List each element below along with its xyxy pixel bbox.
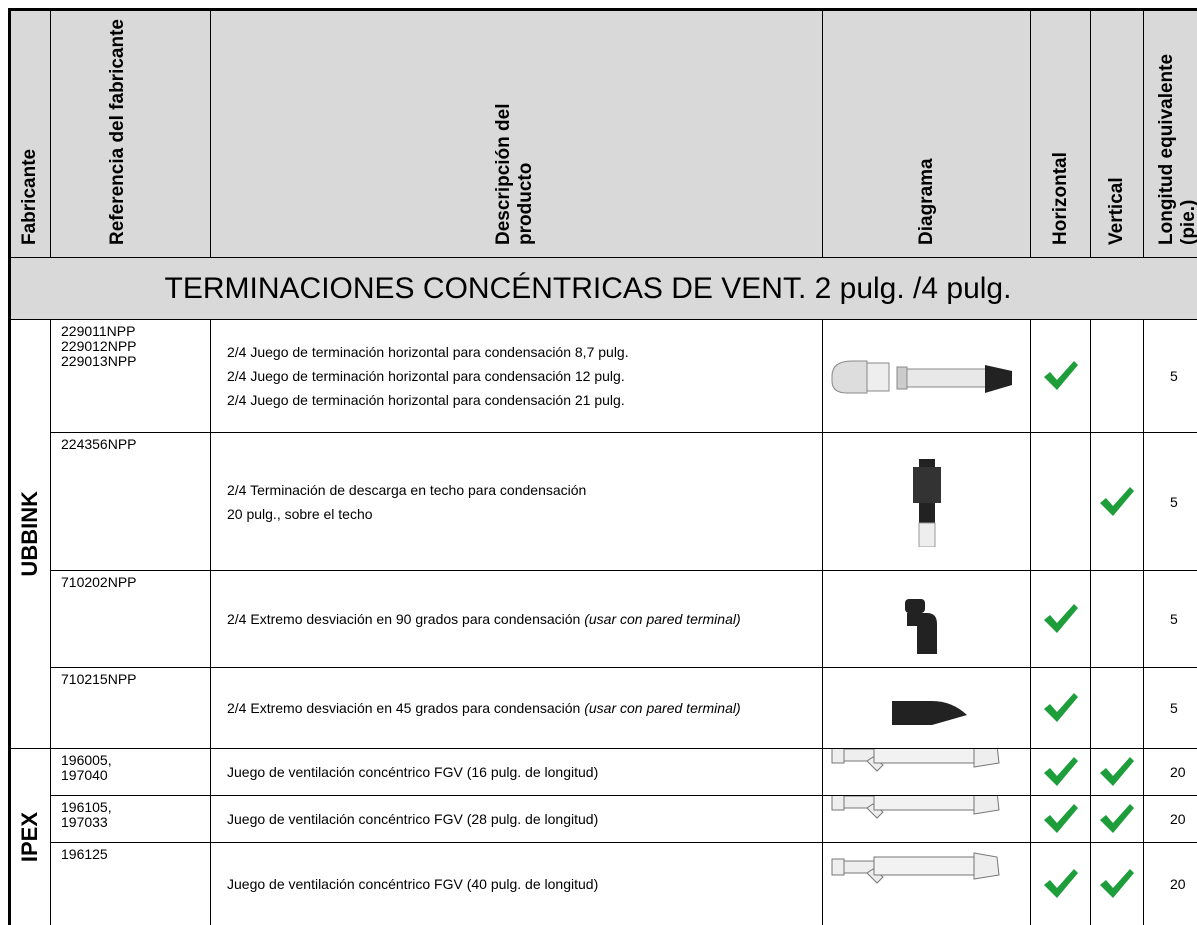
description-note: (usar con pared terminal) — [584, 611, 741, 627]
header-cell: Referencia del fabricante — [50, 8, 211, 258]
diagram-image — [831, 749, 1000, 772]
description: 2/4 Terminación de descarga en techo par… — [227, 478, 806, 526]
length: 5 — [1170, 700, 1178, 716]
checkmark — [1043, 361, 1078, 390]
diagram-image — [912, 458, 941, 547]
diagram-image — [831, 360, 1012, 394]
reference: 229011NPP — [61, 323, 136, 339]
description-line: Juego de ventilación concéntrico FGV (40… — [227, 876, 599, 892]
description-line: 2/4 Extremo desviación en 90 grados para… — [227, 611, 741, 627]
description: Juego de ventilación concéntrico FGV (16… — [227, 760, 806, 784]
reference: 196125 — [61, 846, 108, 862]
reference: 229013NPP — [61, 353, 137, 369]
checkmark — [1043, 869, 1078, 898]
reference: 710202NPP — [61, 574, 137, 590]
description-line: 2/4 Juego de terminación horizontal para… — [227, 344, 629, 360]
description: 2/4 Juego de terminación horizontal para… — [227, 340, 806, 412]
description-line: 2/4 Terminación de descarga en techo par… — [227, 481, 587, 498]
checkmark — [1043, 804, 1078, 833]
reference: 197040 — [61, 767, 108, 783]
checkmark — [1100, 804, 1134, 833]
section-row: TERMINACIONES CONCÉNTRICAS DE VENT. 2 pu… — [8, 257, 1197, 320]
description-line: 2/4 Extremo desviación en 45 grados para… — [227, 700, 741, 716]
reference: 224356NPP — [61, 436, 137, 452]
diagram-image — [891, 701, 967, 725]
header-cell: Diagrama — [822, 8, 1031, 258]
checkmark — [1043, 693, 1078, 722]
reference: 196105, — [61, 799, 112, 815]
checkmark — [1043, 604, 1078, 633]
header-cell: Longitud equivalente (pie.) — [1143, 8, 1197, 258]
length: 20 — [1170, 811, 1186, 827]
section-title: TERMINACIONES CONCÉNTRICAS DE VENT. 2 pu… — [164, 271, 1012, 305]
description: Juego de ventilación concéntrico FGV (40… — [227, 872, 806, 896]
diagram-image — [831, 796, 1000, 819]
diagram-image — [904, 599, 937, 654]
reference: 197033 — [61, 814, 108, 830]
diagram-cell — [822, 319, 1031, 433]
length: 5 — [1170, 368, 1178, 384]
description: 2/4 Extremo desviación en 90 grados para… — [227, 607, 806, 631]
checkmark — [1100, 869, 1134, 898]
header-cell: Horizontal — [1030, 8, 1091, 258]
description-line: 20 pulg., sobre el techo — [227, 505, 373, 522]
description: Juego de ventilación concéntrico FGV (28… — [227, 807, 806, 831]
checkmark — [1043, 757, 1078, 786]
description-line: Juego de ventilación concéntrico FGV (16… — [227, 764, 599, 780]
reference: 710215NPP — [61, 671, 137, 687]
reference: 196005, — [61, 752, 112, 768]
checkmark — [1100, 486, 1134, 516]
description-cell: 2/4 Juego de terminación horizontal para… — [210, 319, 823, 433]
reference: 229012NPP — [61, 338, 137, 354]
checkmark — [1100, 757, 1134, 786]
table-frame — [8, 8, 1197, 925]
description-cell: 2/4 Extremo desviación en 90 grados para… — [210, 570, 823, 668]
length: 5 — [1170, 493, 1178, 510]
length: 5 — [1170, 611, 1178, 627]
length-cell: 20 — [1143, 842, 1197, 925]
description-line: Juego de ventilación concéntrico FGV (28… — [227, 811, 599, 827]
length: 20 — [1170, 764, 1186, 780]
diagram-image — [831, 852, 1000, 884]
description-note: (usar con pared terminal) — [584, 700, 741, 716]
description-line: 2/4 Juego de terminación horizontal para… — [227, 392, 625, 408]
description: 2/4 Extremo desviación en 45 grados para… — [227, 696, 806, 720]
description-line: 2/4 Juego de terminación horizontal para… — [227, 368, 625, 384]
length: 20 — [1170, 876, 1186, 892]
